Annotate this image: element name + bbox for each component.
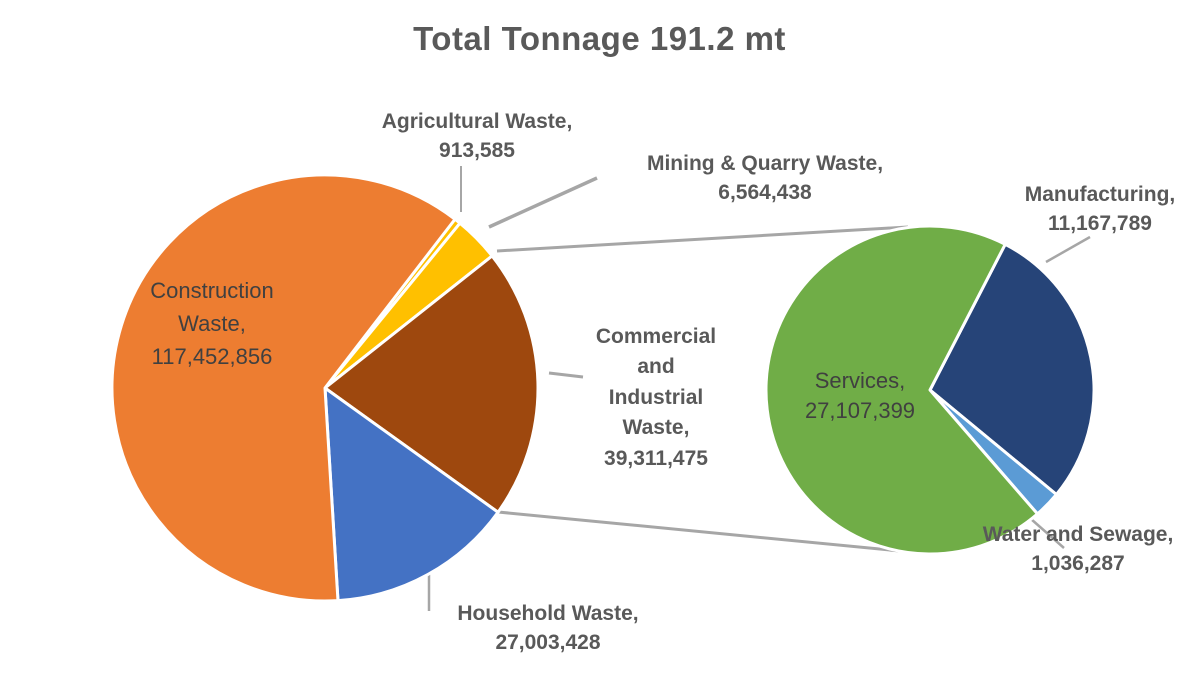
label-commercial-line1: Commercial (595, 325, 717, 348)
leader-line-water (1030, 518, 1065, 549)
label-manufacturing-value: 11,167,789 (1048, 211, 1152, 235)
label-agricultural-waste: Agricultural Waste, 913,585 (317, 108, 637, 166)
label-commercial-line4: Waste, (622, 416, 690, 440)
label-mining-value: 6,564,438 (718, 180, 812, 204)
label-construction-line2: Waste, (178, 311, 246, 336)
connector-line-top (496, 225, 909, 253)
label-commercial-industrial-waste: Commercial and Industrial Waste, 39,311,… (556, 322, 756, 474)
leader-line-commercial (548, 371, 584, 379)
label-household-value: 27,003,428 (495, 630, 601, 654)
label-construction-line1: Construction (150, 278, 274, 303)
label-water-and-sewage: Water and Sewage, 1,036,287 (928, 521, 1199, 579)
leader-line-mining (488, 176, 598, 229)
label-agricultural-value: 913,585 (439, 138, 515, 162)
label-commercial-line2: and (637, 355, 675, 379)
label-manufacturing-name: Manufacturing, (1024, 183, 1176, 206)
label-manufacturing: Manufacturing, 11,167,789 (985, 181, 1199, 239)
label-agricultural-name: Agricultural Waste, (381, 110, 573, 133)
label-services: Services, 27,107,399 (765, 366, 955, 425)
chart-title: Total Tonnage 191.2 mt (413, 20, 786, 57)
label-mining-quarry-waste: Mining & Quarry Waste, 6,564,438 (590, 150, 940, 208)
label-services-value: 27,107,399 (804, 397, 916, 423)
label-construction-waste: Construction Waste, 117,452,856 (112, 274, 312, 373)
label-construction-value: 117,452,856 (151, 344, 273, 369)
label-water-name: Water and Sewage, (982, 523, 1174, 546)
slice-services (764, 224, 1039, 556)
slice-household-waste (323, 386, 500, 603)
label-commercial-line3: Industrial (608, 385, 704, 409)
label-household-waste: Household Waste, 27,003,428 (398, 600, 698, 658)
slice-commercial-and-industrial-waste (323, 254, 540, 514)
main-pie (110, 173, 540, 603)
secondary-pie (764, 224, 1096, 556)
label-water-value: 1,036,287 (1031, 551, 1125, 575)
label-mining-name: Mining & Quarry Waste, (646, 152, 884, 175)
label-services-name: Services, (814, 368, 906, 393)
slice-manufacturing (928, 242, 1096, 496)
label-household-name: Household Waste, (457, 602, 639, 625)
slice-construction-waste (110, 173, 457, 603)
label-commercial-value: 39,311,475 (604, 446, 708, 470)
leader-line-manufacturing (1045, 235, 1091, 264)
connector-line-bottom (497, 510, 901, 553)
